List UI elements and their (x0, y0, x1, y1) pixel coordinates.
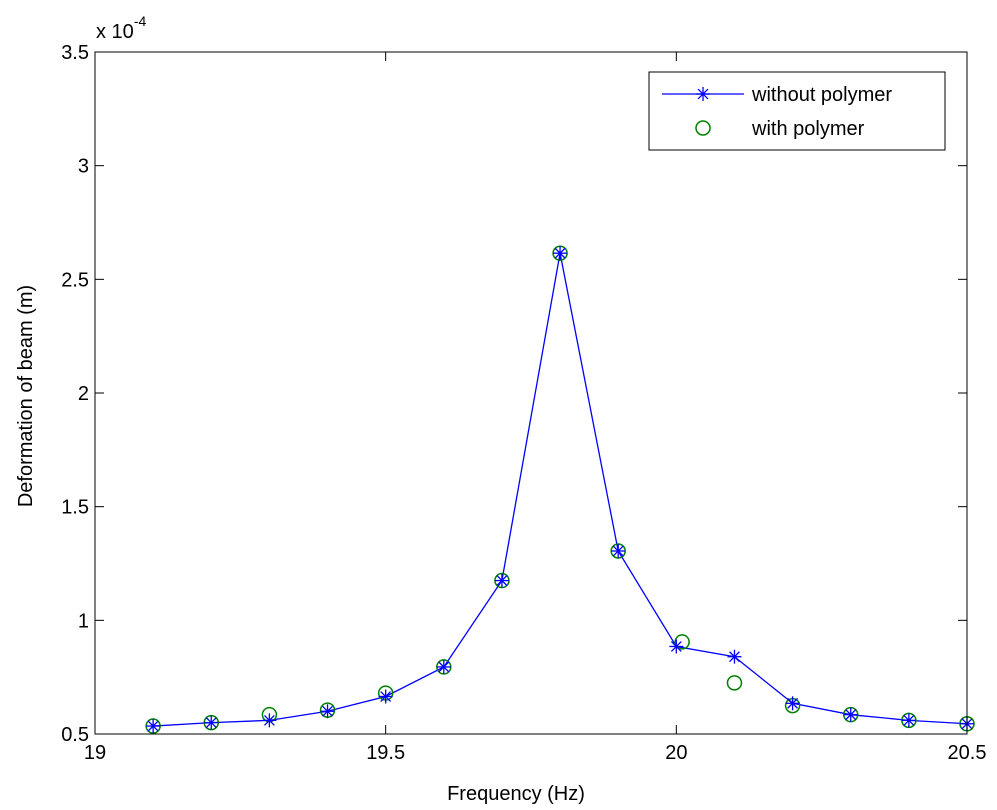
plot-frame (94, 51, 968, 735)
y-axis-multiplier: x 10-4 (96, 13, 146, 43)
data-point-without-polymer (436, 659, 451, 674)
y-tick-label: 1.5 (61, 497, 89, 519)
data-point-without-polymer (320, 704, 335, 719)
data-point-without-polymer (494, 573, 509, 588)
legend-box (648, 71, 946, 151)
legend-label-with-polymer: with polymer (751, 118, 865, 140)
y-multiplier-exponent: -4 (134, 13, 147, 29)
plot-area (95, 52, 967, 734)
data-point-with-polymer (674, 634, 690, 650)
data-point-without-polymer (785, 696, 800, 711)
y-tick-label: 1 (78, 610, 89, 632)
x-tick-label: 20.5 (948, 742, 987, 764)
y-tick-label: 0.5 (61, 724, 89, 746)
legend-star-glyph (696, 87, 710, 101)
x-tick-label: 19 (84, 742, 106, 764)
legend-label-without-polymer: without polymer (751, 84, 892, 106)
data-point-without-polymer (843, 707, 858, 722)
x-tick-label: 20 (665, 742, 687, 764)
ticks-layer: 19 19.5 20 20.5 0.5 1 1.5 2 2.5 3 3.5 (61, 42, 986, 764)
y-multiplier-base: x 10 (96, 21, 134, 43)
legend-marker-circle (695, 120, 711, 136)
y-tick-label: 2.5 (61, 269, 89, 291)
y-axis-label: Deformation of beam (m) (15, 285, 37, 507)
y-tick-label: 3 (78, 156, 89, 178)
data-point-without-polymer (553, 246, 568, 261)
data-point-without-polymer (146, 719, 161, 734)
y-tick-label: 3.5 (61, 42, 89, 64)
x-tick-label: 19.5 (366, 742, 405, 764)
data-point-without-polymer (901, 713, 916, 728)
data-point-without-polymer (378, 689, 393, 704)
legend: without polymer with polymer (648, 71, 946, 151)
legend-marker-star (696, 87, 710, 101)
data-point-without-polymer (669, 639, 684, 654)
data-point-with-polymer (726, 675, 743, 691)
data-point-without-polymer (262, 713, 277, 728)
y-tick-label: 2 (78, 383, 89, 405)
data-point-without-polymer (611, 543, 626, 558)
x-axis-label: Frequency (Hz) (447, 783, 585, 805)
data-point-without-polymer (727, 649, 742, 664)
data-point-without-polymer (204, 715, 219, 730)
